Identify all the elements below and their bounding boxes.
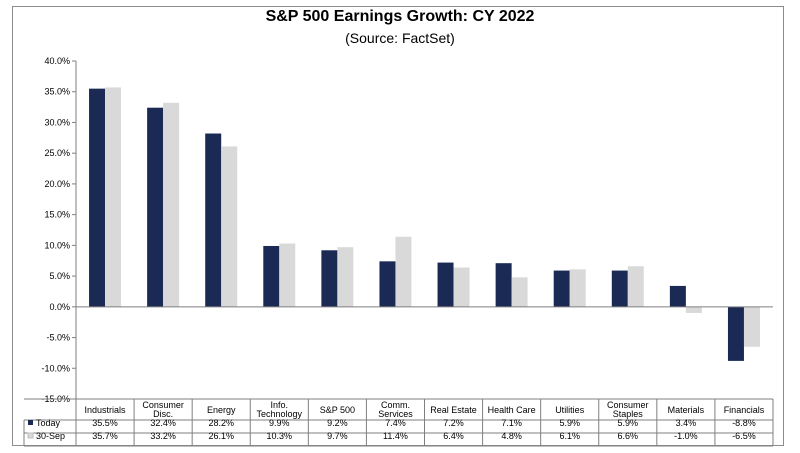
bar-30-sep <box>511 277 528 307</box>
bar-today <box>727 306 744 361</box>
legend-key <box>28 420 33 425</box>
legend-label: 30-Sep <box>36 431 65 441</box>
bar-30-sep <box>279 243 296 307</box>
category-label: Utilities <box>555 405 585 415</box>
category-label: Health Care <box>488 405 536 415</box>
data-label-30-sep: 9.7% <box>327 431 348 441</box>
category-label: S&P 500 <box>320 405 355 415</box>
category-label: Info. <box>271 400 289 410</box>
bar-today <box>553 270 570 307</box>
y-tick-label: 20.0% <box>44 179 70 189</box>
data-label-today: 32.4% <box>150 418 176 428</box>
y-tick-label: -5.0% <box>46 333 70 343</box>
bar-today <box>263 245 280 307</box>
bar-30-sep <box>743 306 760 347</box>
bar-30-sep <box>105 87 122 307</box>
y-tick-label: 10.0% <box>44 240 70 250</box>
bar-today <box>147 107 164 307</box>
bar-today <box>495 263 512 307</box>
data-label-30-sep: 6.6% <box>618 431 639 441</box>
category-label: Financials <box>724 405 765 415</box>
data-label-30-sep: -1.0% <box>674 431 698 441</box>
data-label-today: 5.9% <box>559 418 580 428</box>
chart-title: S&P 500 Earnings Growth: CY 2022 <box>265 8 535 25</box>
data-label-today: 7.2% <box>443 418 464 428</box>
data-label-today: 5.9% <box>618 418 639 428</box>
data-label-today: 9.9% <box>269 418 290 428</box>
data-label-30-sep: 35.7% <box>92 431 118 441</box>
y-tick-label: 25.0% <box>44 148 70 158</box>
category-label: Services <box>378 409 413 419</box>
y-tick-label: 35.0% <box>44 87 70 97</box>
bar-today <box>611 270 628 307</box>
data-label-today: 28.2% <box>208 418 234 428</box>
category-label: Consumer <box>607 400 649 410</box>
bar-today <box>669 285 686 307</box>
category-label: Comm. <box>381 400 410 410</box>
data-label-today: -8.8% <box>732 418 756 428</box>
chart-frame <box>12 6 784 446</box>
y-tick-label: 30.0% <box>44 117 70 127</box>
bar-30-sep <box>569 269 586 307</box>
legend-key <box>27 432 34 439</box>
category-label: Staples <box>613 409 644 419</box>
bar-today <box>89 88 106 307</box>
bar-30-sep <box>685 306 702 313</box>
category-label: Materials <box>668 405 705 415</box>
y-tick-label: 5.0% <box>49 271 70 281</box>
bar-today <box>205 133 222 307</box>
y-tick-label: -10.0% <box>41 363 70 373</box>
category-label: Industrials <box>85 405 127 415</box>
data-label-today: 9.2% <box>327 418 348 428</box>
category-label: Consumer <box>142 400 184 410</box>
bar-today <box>437 262 454 307</box>
data-label-today: 35.5% <box>92 418 118 428</box>
bar-30-sep <box>163 102 180 307</box>
data-label-today: 7.4% <box>385 418 406 428</box>
data-label-30-sep: 6.1% <box>559 431 580 441</box>
y-tick-label: 15.0% <box>44 210 70 220</box>
data-label-30-sep: 26.1% <box>208 431 234 441</box>
data-label-today: 7.1% <box>501 418 522 428</box>
category-label: Disc. <box>153 409 173 419</box>
data-label-today: 3.4% <box>676 418 697 428</box>
data-label-30-sep: 6.4% <box>443 431 464 441</box>
y-tick-label: 40.0% <box>44 56 70 66</box>
category-label: Real Estate <box>430 405 477 415</box>
bar-today <box>321 250 338 307</box>
bar-today <box>379 261 396 307</box>
bar-30-sep <box>627 266 644 307</box>
category-label: Energy <box>207 405 236 415</box>
legend-label: Today <box>36 418 61 428</box>
chart-subtitle: (Source: FactSet) <box>345 30 455 46</box>
category-label: Technology <box>257 409 303 419</box>
bar-30-sep <box>337 247 354 307</box>
data-label-30-sep: 11.4% <box>383 431 408 441</box>
bar-30-sep <box>395 236 412 307</box>
bar-30-sep <box>453 267 470 307</box>
bar-30-sep <box>221 146 238 307</box>
data-label-30-sep: 33.2% <box>150 431 176 441</box>
data-label-30-sep: -6.5% <box>732 431 756 441</box>
y-tick-label: 0.0% <box>49 302 70 312</box>
data-label-30-sep: 10.3% <box>267 431 293 441</box>
data-label-30-sep: 4.8% <box>501 431 522 441</box>
